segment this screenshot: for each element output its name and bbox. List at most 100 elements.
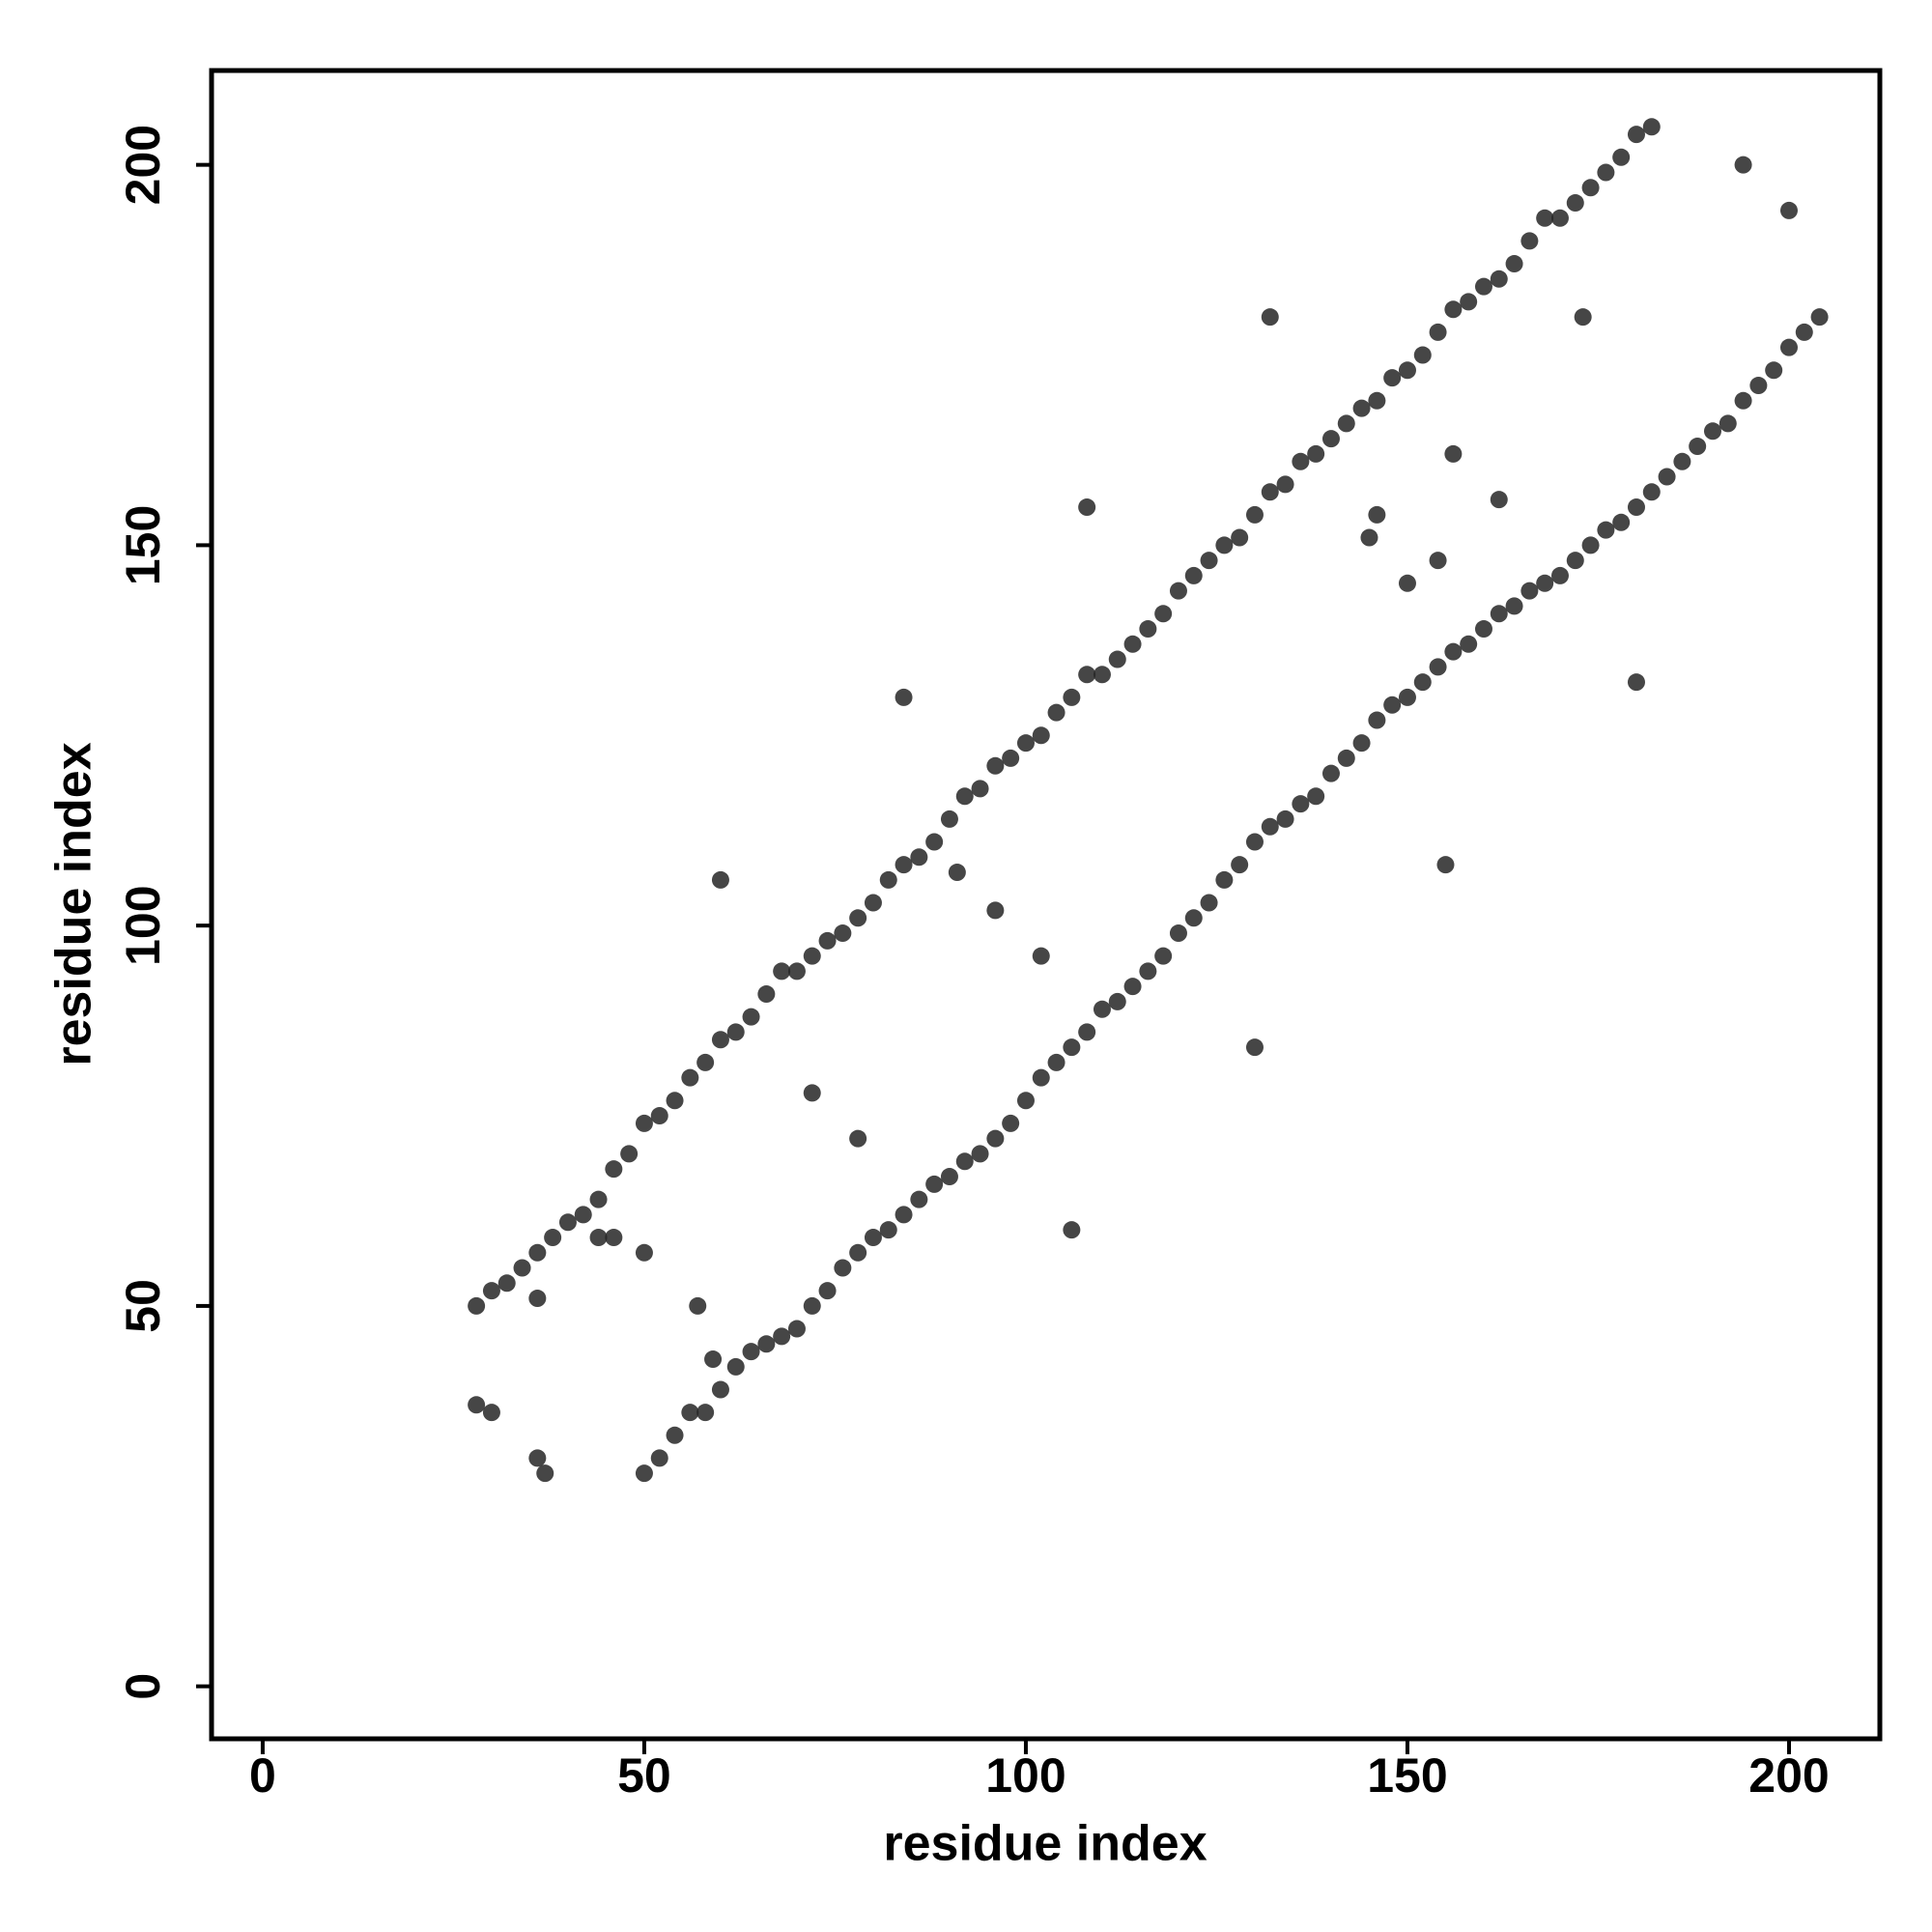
point: [1321, 764, 1340, 782]
x-tick-label: 50: [617, 1748, 671, 1803]
point: [895, 688, 913, 706]
point: [986, 901, 1005, 920]
point: [1597, 521, 1615, 539]
point: [971, 780, 989, 798]
point: [666, 1426, 684, 1444]
point: [1719, 414, 1737, 433]
point: [605, 1160, 623, 1179]
point: [681, 1404, 699, 1422]
point: [1078, 498, 1096, 517]
point: [1307, 444, 1325, 463]
point: [757, 1335, 776, 1353]
point: [1261, 483, 1279, 501]
point: [1321, 430, 1340, 448]
point: [1047, 703, 1065, 722]
point: [726, 1023, 745, 1041]
point: [849, 909, 867, 927]
point: [1032, 947, 1050, 965]
point: [711, 1031, 729, 1049]
point: [1307, 787, 1325, 806]
point: [1581, 536, 1600, 554]
point: [925, 833, 944, 851]
point: [1032, 726, 1050, 745]
point: [1383, 696, 1402, 714]
point: [513, 1259, 531, 1277]
point: [1292, 795, 1310, 813]
point: [834, 924, 852, 943]
point: [1016, 734, 1035, 753]
point: [1550, 566, 1569, 584]
point: [1398, 688, 1416, 706]
point: [1505, 597, 1523, 615]
point: [1536, 574, 1554, 592]
plot-frame: [209, 68, 1883, 1742]
point: [879, 1221, 897, 1239]
point: [1154, 947, 1173, 965]
point: [589, 1229, 608, 1247]
point: [1703, 422, 1721, 440]
point: [497, 1274, 516, 1293]
point: [1123, 635, 1142, 653]
point: [1231, 528, 1249, 547]
point: [536, 1464, 554, 1483]
point: [1536, 209, 1554, 227]
point: [1123, 978, 1142, 996]
point: [1398, 361, 1416, 380]
point: [1368, 391, 1386, 410]
point: [696, 1404, 715, 1422]
point: [1383, 369, 1402, 387]
point: [528, 1243, 547, 1262]
point: [620, 1145, 639, 1163]
point: [1574, 308, 1592, 327]
point: [1108, 650, 1126, 668]
point: [1231, 856, 1249, 874]
point: [1360, 528, 1378, 547]
point: [1658, 468, 1676, 486]
point: [1550, 209, 1569, 227]
point: [1154, 605, 1173, 623]
point: [1765, 361, 1783, 380]
point: [1673, 452, 1691, 470]
point: [1352, 734, 1371, 753]
point: [1566, 194, 1584, 213]
point: [1627, 673, 1645, 692]
point: [1749, 377, 1768, 395]
point: [1413, 673, 1432, 692]
y-tick-label: 200: [116, 125, 170, 205]
point: [1200, 894, 1218, 912]
point: [1352, 399, 1371, 417]
point: [528, 1449, 547, 1467]
point: [940, 1168, 958, 1186]
point: [787, 1320, 806, 1338]
point: [1474, 277, 1492, 296]
point: [635, 1243, 653, 1262]
point: [773, 962, 791, 980]
point: [1436, 856, 1455, 874]
point: [1032, 1068, 1050, 1087]
point: [689, 1296, 707, 1315]
point: [544, 1229, 562, 1247]
point: [1337, 414, 1355, 433]
point: [1612, 148, 1631, 166]
point: [864, 1229, 882, 1247]
point: [711, 1380, 729, 1399]
point: [1276, 475, 1294, 494]
point: [1200, 552, 1218, 570]
point: [574, 1206, 592, 1224]
point: [849, 1129, 867, 1148]
point: [1474, 620, 1492, 639]
point: [1215, 536, 1234, 554]
y-tick-label: 100: [116, 885, 170, 965]
point: [1002, 749, 1020, 767]
point: [787, 962, 806, 980]
point: [1505, 255, 1523, 273]
point: [1261, 308, 1279, 327]
point: [1810, 308, 1829, 327]
point: [757, 985, 776, 1004]
x-tick-label: 100: [985, 1748, 1065, 1803]
point: [1047, 1053, 1065, 1071]
point: [1612, 513, 1631, 531]
point: [742, 1343, 760, 1361]
point: [558, 1213, 577, 1232]
point: [1627, 498, 1645, 517]
